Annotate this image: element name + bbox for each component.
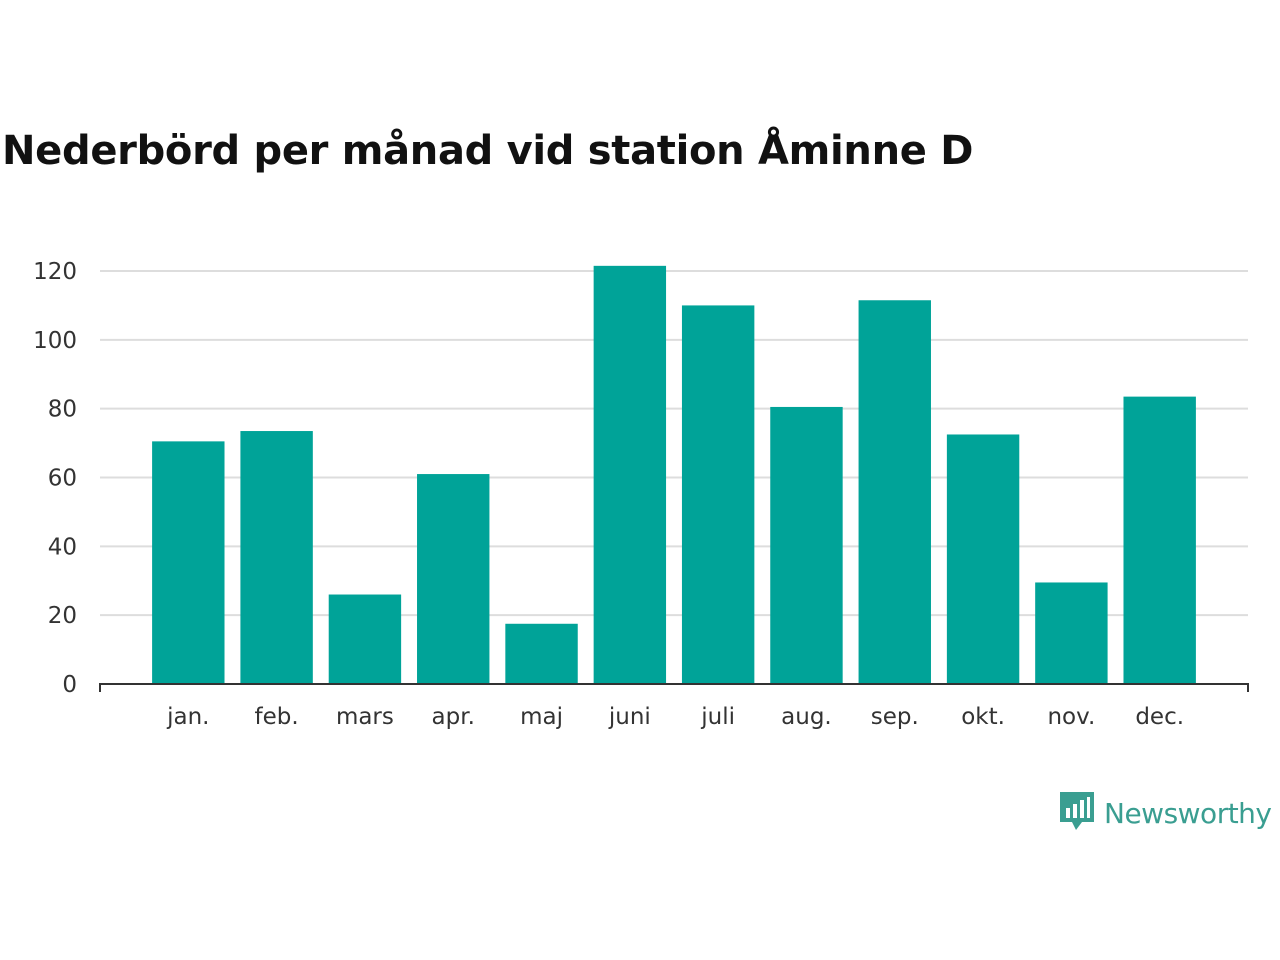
x-tick-label: nov. [1047, 704, 1095, 730]
y-tick-label: 40 [48, 534, 77, 560]
y-tick-labels: 0 20 40 60 80 100 120 [33, 259, 77, 698]
bar-8 [770, 406, 843, 684]
bar-1 [152, 441, 225, 684]
bar-10 [946, 434, 1020, 684]
bar-4 [417, 474, 490, 684]
x-tick-label: mars [336, 704, 394, 730]
y-tick-label: 120 [33, 259, 77, 285]
y-tick-label: 100 [33, 328, 77, 354]
bar-6 [593, 265, 667, 684]
bar-11 [1035, 582, 1108, 684]
x-tick-label: aug. [781, 704, 832, 730]
x-tick-labels: jan. feb. mars apr. maj juni juli aug. sep. okt. n… [166, 704, 1184, 730]
x-tick-label: maj [520, 704, 563, 730]
x-tick-label: okt. [961, 704, 1005, 730]
brand: Newsworthy [1058, 790, 1272, 836]
x-tick-label: feb. [255, 704, 299, 730]
bar-7 [681, 305, 755, 684]
x-tick-label: dec. [1135, 704, 1184, 730]
bar-5 [505, 623, 578, 684]
bar-2 [240, 431, 313, 684]
bar-12 [1123, 396, 1196, 684]
brand-name: Newsworthy [1104, 796, 1272, 830]
bar-3 [328, 594, 402, 684]
newsworthy-logo-icon [1058, 790, 1096, 836]
bars [152, 265, 1196, 684]
y-tick-label: 20 [48, 603, 77, 629]
x-tick-label: juni [608, 704, 651, 730]
chart-title: Nederbörd per månad vid station Åminne D [2, 128, 974, 174]
y-tick-label: 60 [48, 466, 77, 492]
x-tick-label: sep. [871, 704, 919, 730]
y-tick-label: 0 [62, 672, 77, 698]
x-axis [99, 683, 1249, 692]
x-tick-label: jan. [166, 704, 209, 730]
bar-9 [858, 300, 931, 684]
x-tick-label: juli [700, 704, 735, 730]
x-tick-label: apr. [432, 704, 475, 730]
y-tick-label: 80 [48, 397, 77, 423]
